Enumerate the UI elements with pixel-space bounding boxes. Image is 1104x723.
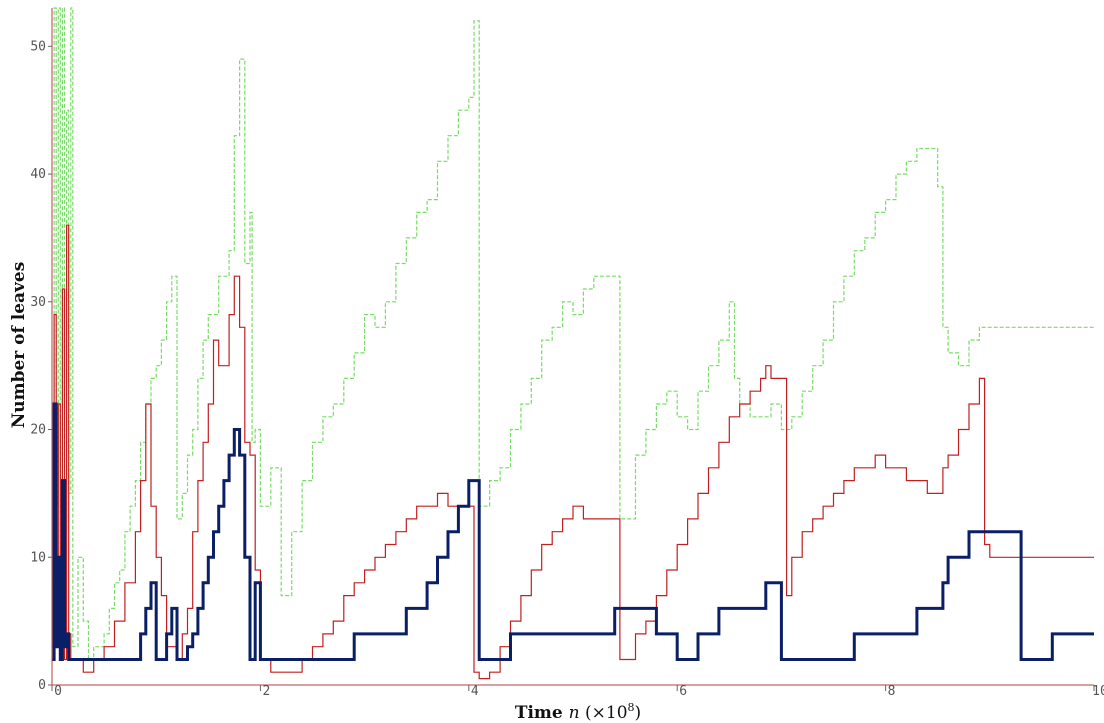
x-tick-label: 4 bbox=[471, 684, 479, 699]
x-axis-label-prefix: Time bbox=[515, 703, 569, 723]
x-tick-label: 8 bbox=[888, 684, 896, 699]
x-axis-label-unit: (×10 bbox=[580, 703, 628, 723]
x-tick-label: 0 bbox=[54, 684, 62, 699]
y-tick-label: 10 bbox=[30, 550, 46, 565]
x-axis-label: Time n (×108) bbox=[515, 701, 641, 723]
x-axis-label-exponent: 8 bbox=[628, 701, 635, 714]
y-tick-label: 50 bbox=[30, 39, 46, 54]
y-tick-label: 40 bbox=[30, 167, 46, 182]
y-axis-label: Number of leaves bbox=[9, 262, 29, 429]
x-tick-label: 2 bbox=[262, 684, 270, 699]
series-layer bbox=[52, 7, 1094, 680]
x-axis-label-close: ) bbox=[635, 703, 642, 723]
y-tick-label: 20 bbox=[30, 423, 46, 438]
x-tick-label: 10 bbox=[1092, 684, 1104, 699]
series-line-3 bbox=[52, 402, 1094, 661]
axes-layer bbox=[51, 8, 1094, 686]
y-tick-label: 0 bbox=[38, 678, 46, 693]
ticks-layer: 0 2 4 6 8 10 0 10 20 30 40 50 bbox=[30, 39, 1104, 699]
series-line-2 bbox=[52, 224, 1094, 680]
series-line-1 bbox=[52, 7, 1094, 661]
x-tick-label: 6 bbox=[679, 684, 687, 699]
y-tick-label: 30 bbox=[30, 295, 46, 310]
x-axis-label-variable: n bbox=[569, 703, 580, 723]
